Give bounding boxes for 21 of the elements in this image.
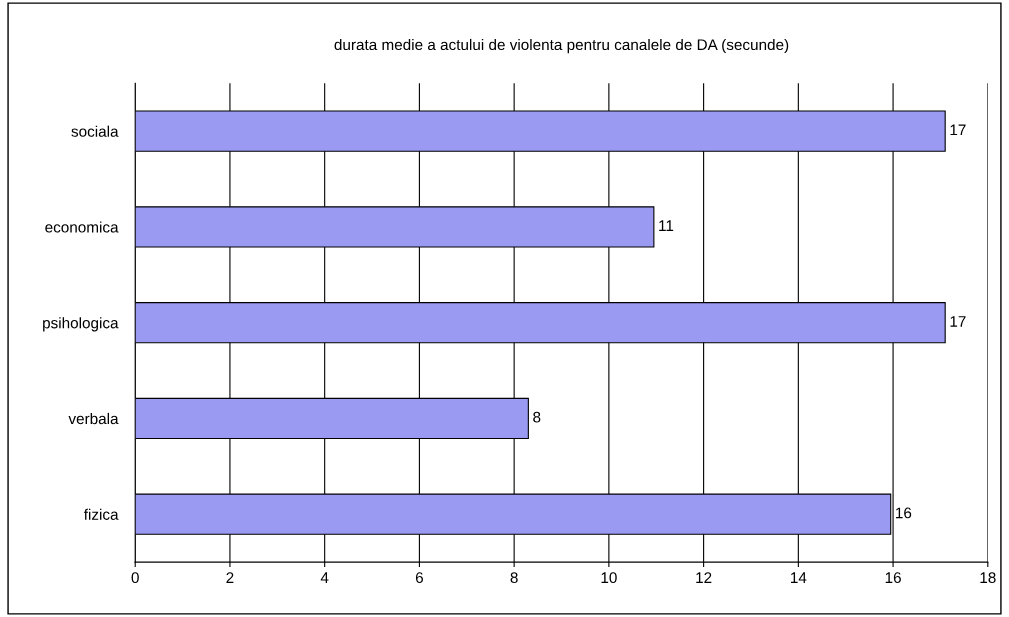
x-tick-label: 0: [131, 572, 139, 584]
y-tick-label: verbala: [68, 412, 119, 425]
x-tick-label: 8: [510, 572, 518, 584]
x-tick-label: 12: [696, 572, 712, 583]
data-label: 17: [950, 124, 966, 136]
data-label: 8: [533, 411, 541, 423]
data-label: 17: [950, 316, 966, 327]
y-tick-label: sociala: [71, 125, 119, 137]
x-tick-label: 16: [885, 572, 901, 584]
y-tick-label: economica: [45, 221, 119, 233]
x-tick-label: 6: [415, 572, 423, 584]
x-tick-label: 14: [791, 572, 807, 583]
x-tick-label: 4: [320, 572, 329, 583]
data-label: 11: [659, 220, 674, 231]
x-tick-label: 10: [601, 572, 617, 584]
y-tick-label: fizica: [83, 508, 119, 520]
chart-title: durata medie a actului de violenta pentru canalele de DA (secunde): [334, 38, 789, 54]
x-tick-label: 18: [980, 572, 996, 584]
y-tick-label: psihologica: [43, 317, 119, 332]
data-label: 16: [896, 507, 912, 519]
x-tick-label: 2: [226, 572, 234, 583]
